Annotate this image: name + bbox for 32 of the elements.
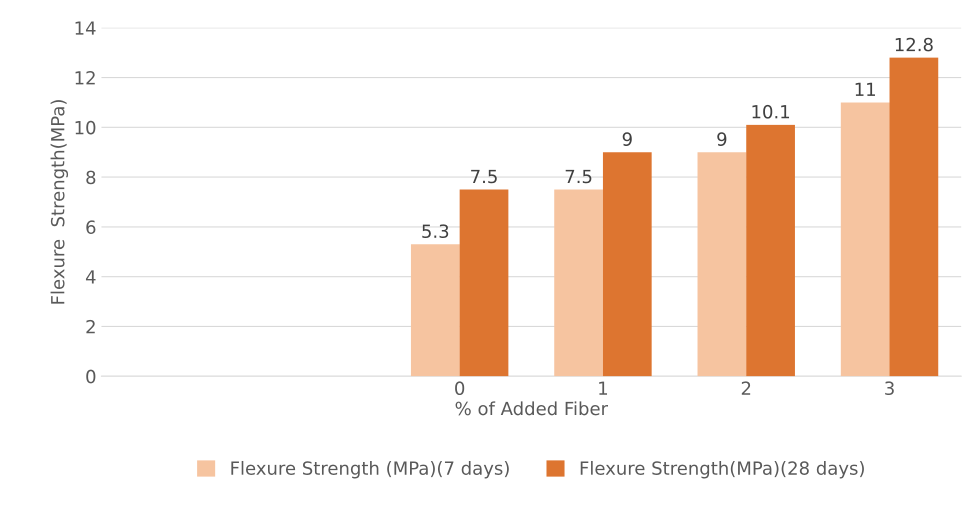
- legend-label: Flexure Strength(MPa)(28 days): [580, 460, 864, 478]
- y-tick-label: 2: [86, 320, 95, 334]
- data-label: 9: [717, 132, 726, 146]
- x-tick-label: 1: [599, 382, 608, 395]
- y-tick-label: 10: [76, 120, 96, 134]
- bar: [698, 152, 746, 376]
- bar: [746, 124, 795, 376]
- y-tick-label: 6: [86, 220, 96, 234]
- y-tick-label: 8: [86, 170, 96, 184]
- data-label: 5.3: [422, 224, 448, 238]
- x-tick-label: 2: [742, 381, 750, 395]
- x-axis-title: % of Added Fiber: [456, 401, 608, 416]
- data-label: 7.5: [471, 170, 497, 184]
- data-label: 12.8: [896, 38, 933, 52]
- y-axis-title: Flexure Strength(MPa): [50, 100, 68, 304]
- data-label: 7.5: [566, 170, 592, 184]
- data-label: 10.1: [752, 104, 790, 119]
- legend-label: Flexure Strength (MPa)(7 days): [231, 460, 509, 478]
- y-tick-label: 4: [86, 270, 96, 284]
- x-tick-label: 3: [885, 381, 894, 396]
- bar: [602, 152, 652, 376]
- y-tick-label: 12: [76, 71, 95, 84]
- bar: [460, 190, 508, 376]
- bar: [840, 102, 890, 376]
- bar: [410, 244, 460, 376]
- bar: [890, 58, 938, 376]
- bar: [554, 190, 603, 376]
- data-label: 9: [622, 132, 632, 146]
- data-label: 11: [856, 82, 875, 96]
- y-tick-label: 0: [86, 370, 96, 384]
- y-tick-label: 14: [76, 21, 96, 35]
- x-tick-label: 0: [455, 381, 464, 396]
